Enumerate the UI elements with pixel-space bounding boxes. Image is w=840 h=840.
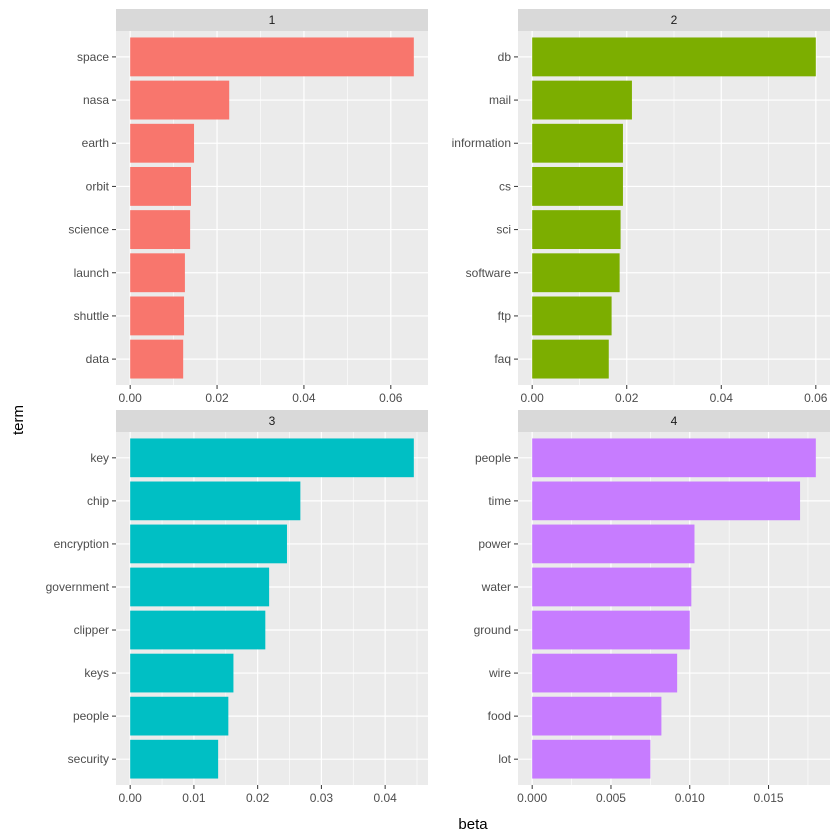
bar-people <box>532 438 816 478</box>
x-tick-label: 0.005 <box>596 791 626 805</box>
y-tick-label: ground <box>474 623 511 637</box>
y-tick-label: launch <box>74 266 109 280</box>
x-tick-label: 0.00 <box>521 391 545 405</box>
y-tick-label: time <box>488 494 511 508</box>
x-axis-title: beta <box>458 816 488 833</box>
bar-encryption <box>130 524 287 564</box>
bar-sci <box>532 210 621 250</box>
y-tick-label: key <box>90 451 109 465</box>
bar-key <box>130 438 414 478</box>
x-tick-label: 0.02 <box>615 391 639 405</box>
bar-cs <box>532 166 623 206</box>
facet-panel-4: 4 0.000 0.005 0.010 0.015 people time power wate… <box>474 410 830 805</box>
y-tick-label: nasa <box>83 93 109 107</box>
x-tick-label: 0.04 <box>373 791 397 805</box>
facet-strip-label: 4 <box>671 414 678 428</box>
y-tick-label: security <box>68 752 109 766</box>
bar-keys <box>130 653 234 693</box>
facet-strip <box>116 9 428 31</box>
bar-people <box>130 696 229 736</box>
facet-strip <box>518 410 830 432</box>
y-tick-label: keys <box>84 666 109 680</box>
y-tick-label: earth <box>82 136 109 150</box>
facet-strip-label: 3 <box>269 414 276 428</box>
bar-information <box>532 123 623 163</box>
facet-strip-label: 1 <box>269 13 276 27</box>
bar-water <box>532 567 692 607</box>
y-tick-label: software <box>466 266 512 280</box>
x-tick-label: 0.00 <box>119 791 143 805</box>
bar-government <box>130 567 270 607</box>
x-tick-label: 0.02 <box>205 391 229 405</box>
y-tick-label: information <box>452 136 511 150</box>
y-tick-label: power <box>478 537 511 551</box>
x-tick-label: 0.06 <box>379 391 403 405</box>
y-tick-label: lot <box>498 752 511 766</box>
x-tick-label: 0.03 <box>310 791 334 805</box>
x-tick-label: 0.010 <box>675 791 705 805</box>
x-tick-label: 0.01 <box>182 791 206 805</box>
bar-power <box>532 524 695 564</box>
x-tick-label: 0.06 <box>804 391 828 405</box>
bar-db <box>532 37 816 77</box>
y-tick-label: cs <box>499 179 511 193</box>
y-tick-label: encryption <box>54 537 109 551</box>
y-tick-label: db <box>498 50 512 64</box>
y-tick-label: chip <box>87 494 109 508</box>
y-tick-label: mail <box>489 93 511 107</box>
facet-strip <box>518 9 830 31</box>
x-tick-label: 0.015 <box>754 791 784 805</box>
y-tick-label: water <box>481 580 511 594</box>
y-tick-label: data <box>86 352 110 366</box>
bar-shuttle <box>130 296 185 336</box>
x-tick-label: 0.04 <box>710 391 734 405</box>
bar-science <box>130 210 191 250</box>
y-tick-label: people <box>475 451 511 465</box>
y-axis-title: term <box>10 405 27 435</box>
bar-chip <box>130 481 301 521</box>
y-tick-label: science <box>68 223 109 237</box>
x-tick-label: 0.04 <box>292 391 316 405</box>
bar-data <box>130 339 184 379</box>
bar-software <box>532 253 620 293</box>
facet-strip <box>116 410 428 432</box>
y-tick-label: clipper <box>74 623 109 637</box>
x-tick-label: 0.000 <box>517 791 547 805</box>
bar-food <box>532 696 662 736</box>
bar-space <box>130 37 414 77</box>
y-tick-label: government <box>46 580 110 594</box>
facet-strip-label: 2 <box>671 13 678 27</box>
x-tick-label: 0.00 <box>119 391 143 405</box>
x-tick-label: 0.02 <box>246 791 270 805</box>
bar-ftp <box>532 296 612 336</box>
y-tick-label: sci <box>496 223 511 237</box>
y-tick-label: space <box>77 50 109 64</box>
bar-earth <box>130 123 195 163</box>
y-tick-label: people <box>73 709 109 723</box>
bar-clipper <box>130 610 266 650</box>
bar-nasa <box>130 80 230 120</box>
y-tick-label: ftp <box>498 309 512 323</box>
bar-time <box>532 481 801 521</box>
bar-mail <box>532 80 632 120</box>
bar-launch <box>130 253 185 293</box>
y-tick-label: wire <box>488 666 511 680</box>
bar-faq <box>532 339 609 379</box>
bar-lot <box>532 739 651 779</box>
facet-panel-1: 1 0.00 0.02 0.04 0.06 space nasa earth orbit scie… <box>68 9 428 405</box>
y-tick-label: shuttle <box>74 309 110 323</box>
bar-ground <box>532 610 690 650</box>
facet-panel-2: 2 0.00 0.02 0.04 0.06 db mail information cs sci s… <box>452 9 830 405</box>
bar-security <box>130 739 219 779</box>
y-tick-label: food <box>488 709 511 723</box>
facet-panel-3: 3 0.00 0.01 0.02 0.03 0.04 key chip encryption go… <box>46 410 428 805</box>
y-tick-label: faq <box>494 352 511 366</box>
bar-orbit <box>130 166 191 206</box>
y-tick-label: orbit <box>86 179 110 193</box>
bar-wire <box>532 653 678 693</box>
